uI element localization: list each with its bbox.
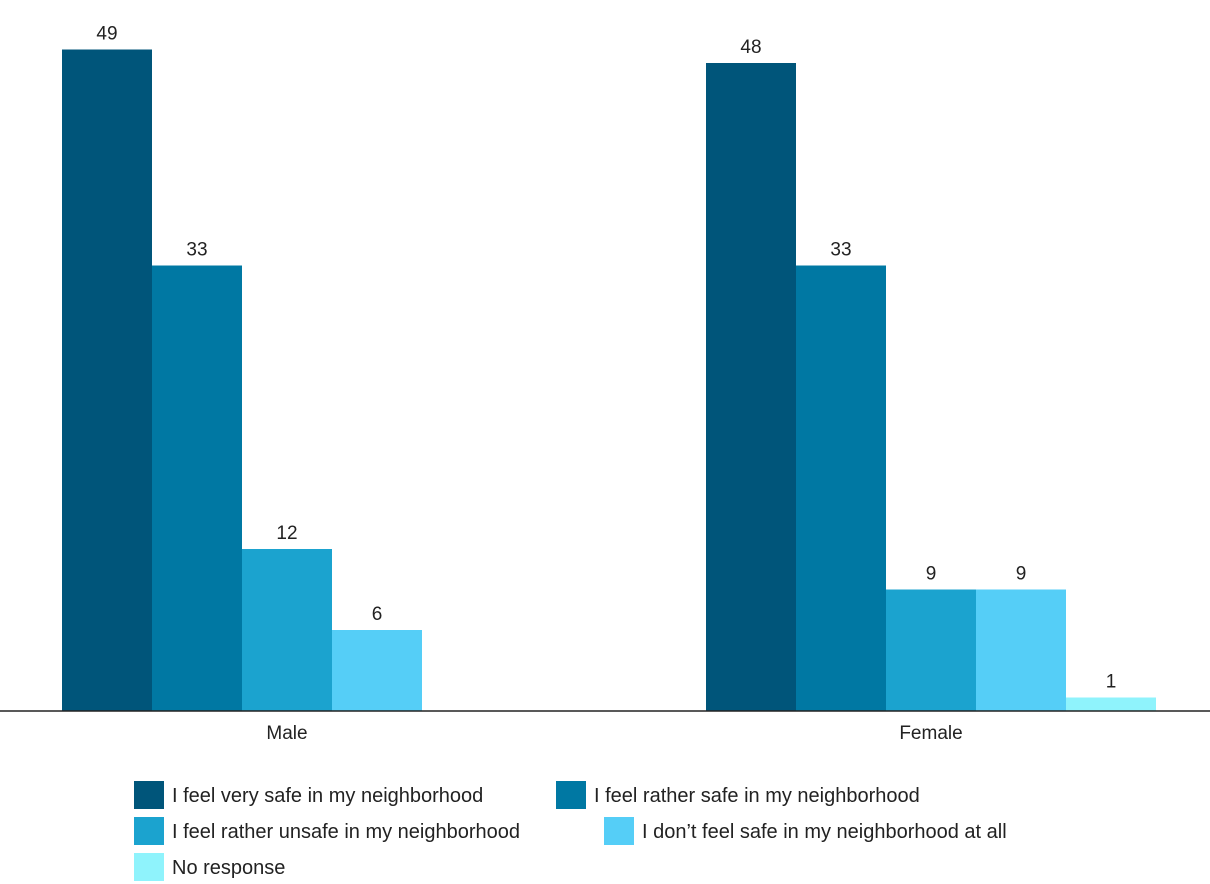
data-label-female-i-feel-rather-safe-in-my-neighborhood: 33: [830, 240, 851, 261]
legend-swatch: [134, 817, 164, 845]
data-label-male-i-feel-rather-safe-in-my-neighborhood: 33: [186, 240, 207, 261]
bar-female-no-response: [1066, 697, 1156, 711]
bar-male-i-feel-rather-safe-in-my-neighborhood: [152, 265, 242, 711]
category-label-female: Female: [899, 723, 962, 744]
legend-label: I feel rather safe in my neighborhood: [594, 785, 920, 807]
bar-female-i-don-t-feel-safe-in-my-neighborhood-at-all: [976, 589, 1066, 711]
data-label-female-no-response: 1: [1106, 672, 1117, 693]
legend-item-i-feel-rather-unsafe-in-my-neighborhood: I feel rather unsafe in my neighborhood: [134, 817, 520, 845]
data-label-male-i-don-t-feel-safe-in-my-neighborhood-at-all: 6: [372, 604, 383, 625]
legend-label: I feel very safe in my neighborhood: [172, 785, 483, 807]
legend-label: I don’t feel safe in my neighborhood at …: [642, 821, 1007, 843]
legend-item-i-feel-very-safe-in-my-neighborhood: I feel very safe in my neighborhood: [134, 781, 483, 809]
bar-female-i-feel-rather-unsafe-in-my-neighborhood: [886, 589, 976, 711]
bar-male-i-feel-very-safe-in-my-neighborhood: [62, 49, 152, 711]
bar-male-i-feel-rather-unsafe-in-my-neighborhood: [242, 549, 332, 711]
legend-swatch: [134, 781, 164, 809]
bar-female-i-feel-rather-safe-in-my-neighborhood: [796, 265, 886, 711]
category-labels-group: Male Female: [266, 723, 962, 744]
legend-item-i-don-t-feel-safe-in-my-neighborhood-at-all: I don’t feel safe in my neighborhood at …: [604, 817, 1007, 845]
legend-label: I feel rather unsafe in my neighborhood: [172, 821, 520, 843]
data-label-male-i-feel-very-safe-in-my-neighborhood: 49: [96, 24, 117, 45]
legend-swatch: [604, 817, 634, 845]
legend-item-no-response: No response: [134, 853, 285, 881]
bars-group: [62, 49, 1156, 711]
legend-swatch: [556, 781, 586, 809]
bar-female-i-feel-very-safe-in-my-neighborhood: [706, 63, 796, 711]
data-label-male-i-feel-rather-unsafe-in-my-neighborhood: 12: [276, 523, 297, 544]
data-label-female-i-feel-very-safe-in-my-neighborhood: 48: [740, 37, 761, 58]
data-label-female-i-don-t-feel-safe-in-my-neighborhood-at-all: 9: [1016, 564, 1027, 585]
legend-label: No response: [172, 857, 285, 879]
legend: I feel very safe in my neighborhood I fee…: [134, 781, 1007, 881]
category-label-male: Male: [266, 723, 307, 744]
legend-item-i-feel-rather-safe-in-my-neighborhood: I feel rather safe in my neighborhood: [556, 781, 920, 809]
value-labels-group: 49 33 12 6 48 33 9 9 1: [96, 24, 1116, 693]
bar-male-i-don-t-feel-safe-in-my-neighborhood-at-all: [332, 630, 422, 711]
data-label-female-i-feel-rather-unsafe-in-my-neighborhood: 9: [926, 564, 937, 585]
legend-swatch: [134, 853, 164, 881]
